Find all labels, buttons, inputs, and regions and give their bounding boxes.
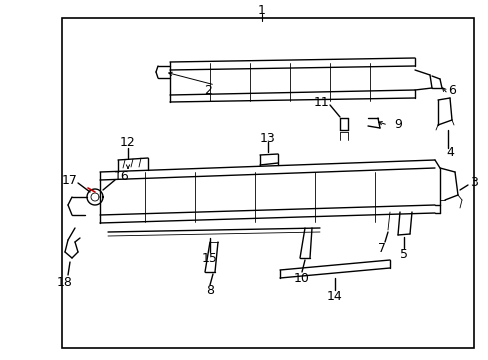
Text: 14: 14 xyxy=(326,289,342,302)
Text: 1: 1 xyxy=(258,4,265,17)
Text: 9: 9 xyxy=(393,118,401,131)
Text: 2: 2 xyxy=(203,84,211,96)
Text: 18: 18 xyxy=(57,275,73,288)
Bar xyxy=(62,18,473,348)
Text: 3: 3 xyxy=(469,175,477,189)
Text: 17: 17 xyxy=(62,174,78,186)
Text: 15: 15 xyxy=(202,252,218,265)
Text: 13: 13 xyxy=(260,131,275,144)
Text: 5: 5 xyxy=(399,248,407,261)
Text: 4: 4 xyxy=(445,147,453,159)
Text: 10: 10 xyxy=(293,271,309,284)
Text: 12: 12 xyxy=(120,136,136,149)
Text: 6: 6 xyxy=(447,84,455,96)
Text: 11: 11 xyxy=(313,95,329,108)
Text: 8: 8 xyxy=(205,284,214,297)
Text: 16: 16 xyxy=(114,171,130,184)
Text: 7: 7 xyxy=(377,242,385,255)
